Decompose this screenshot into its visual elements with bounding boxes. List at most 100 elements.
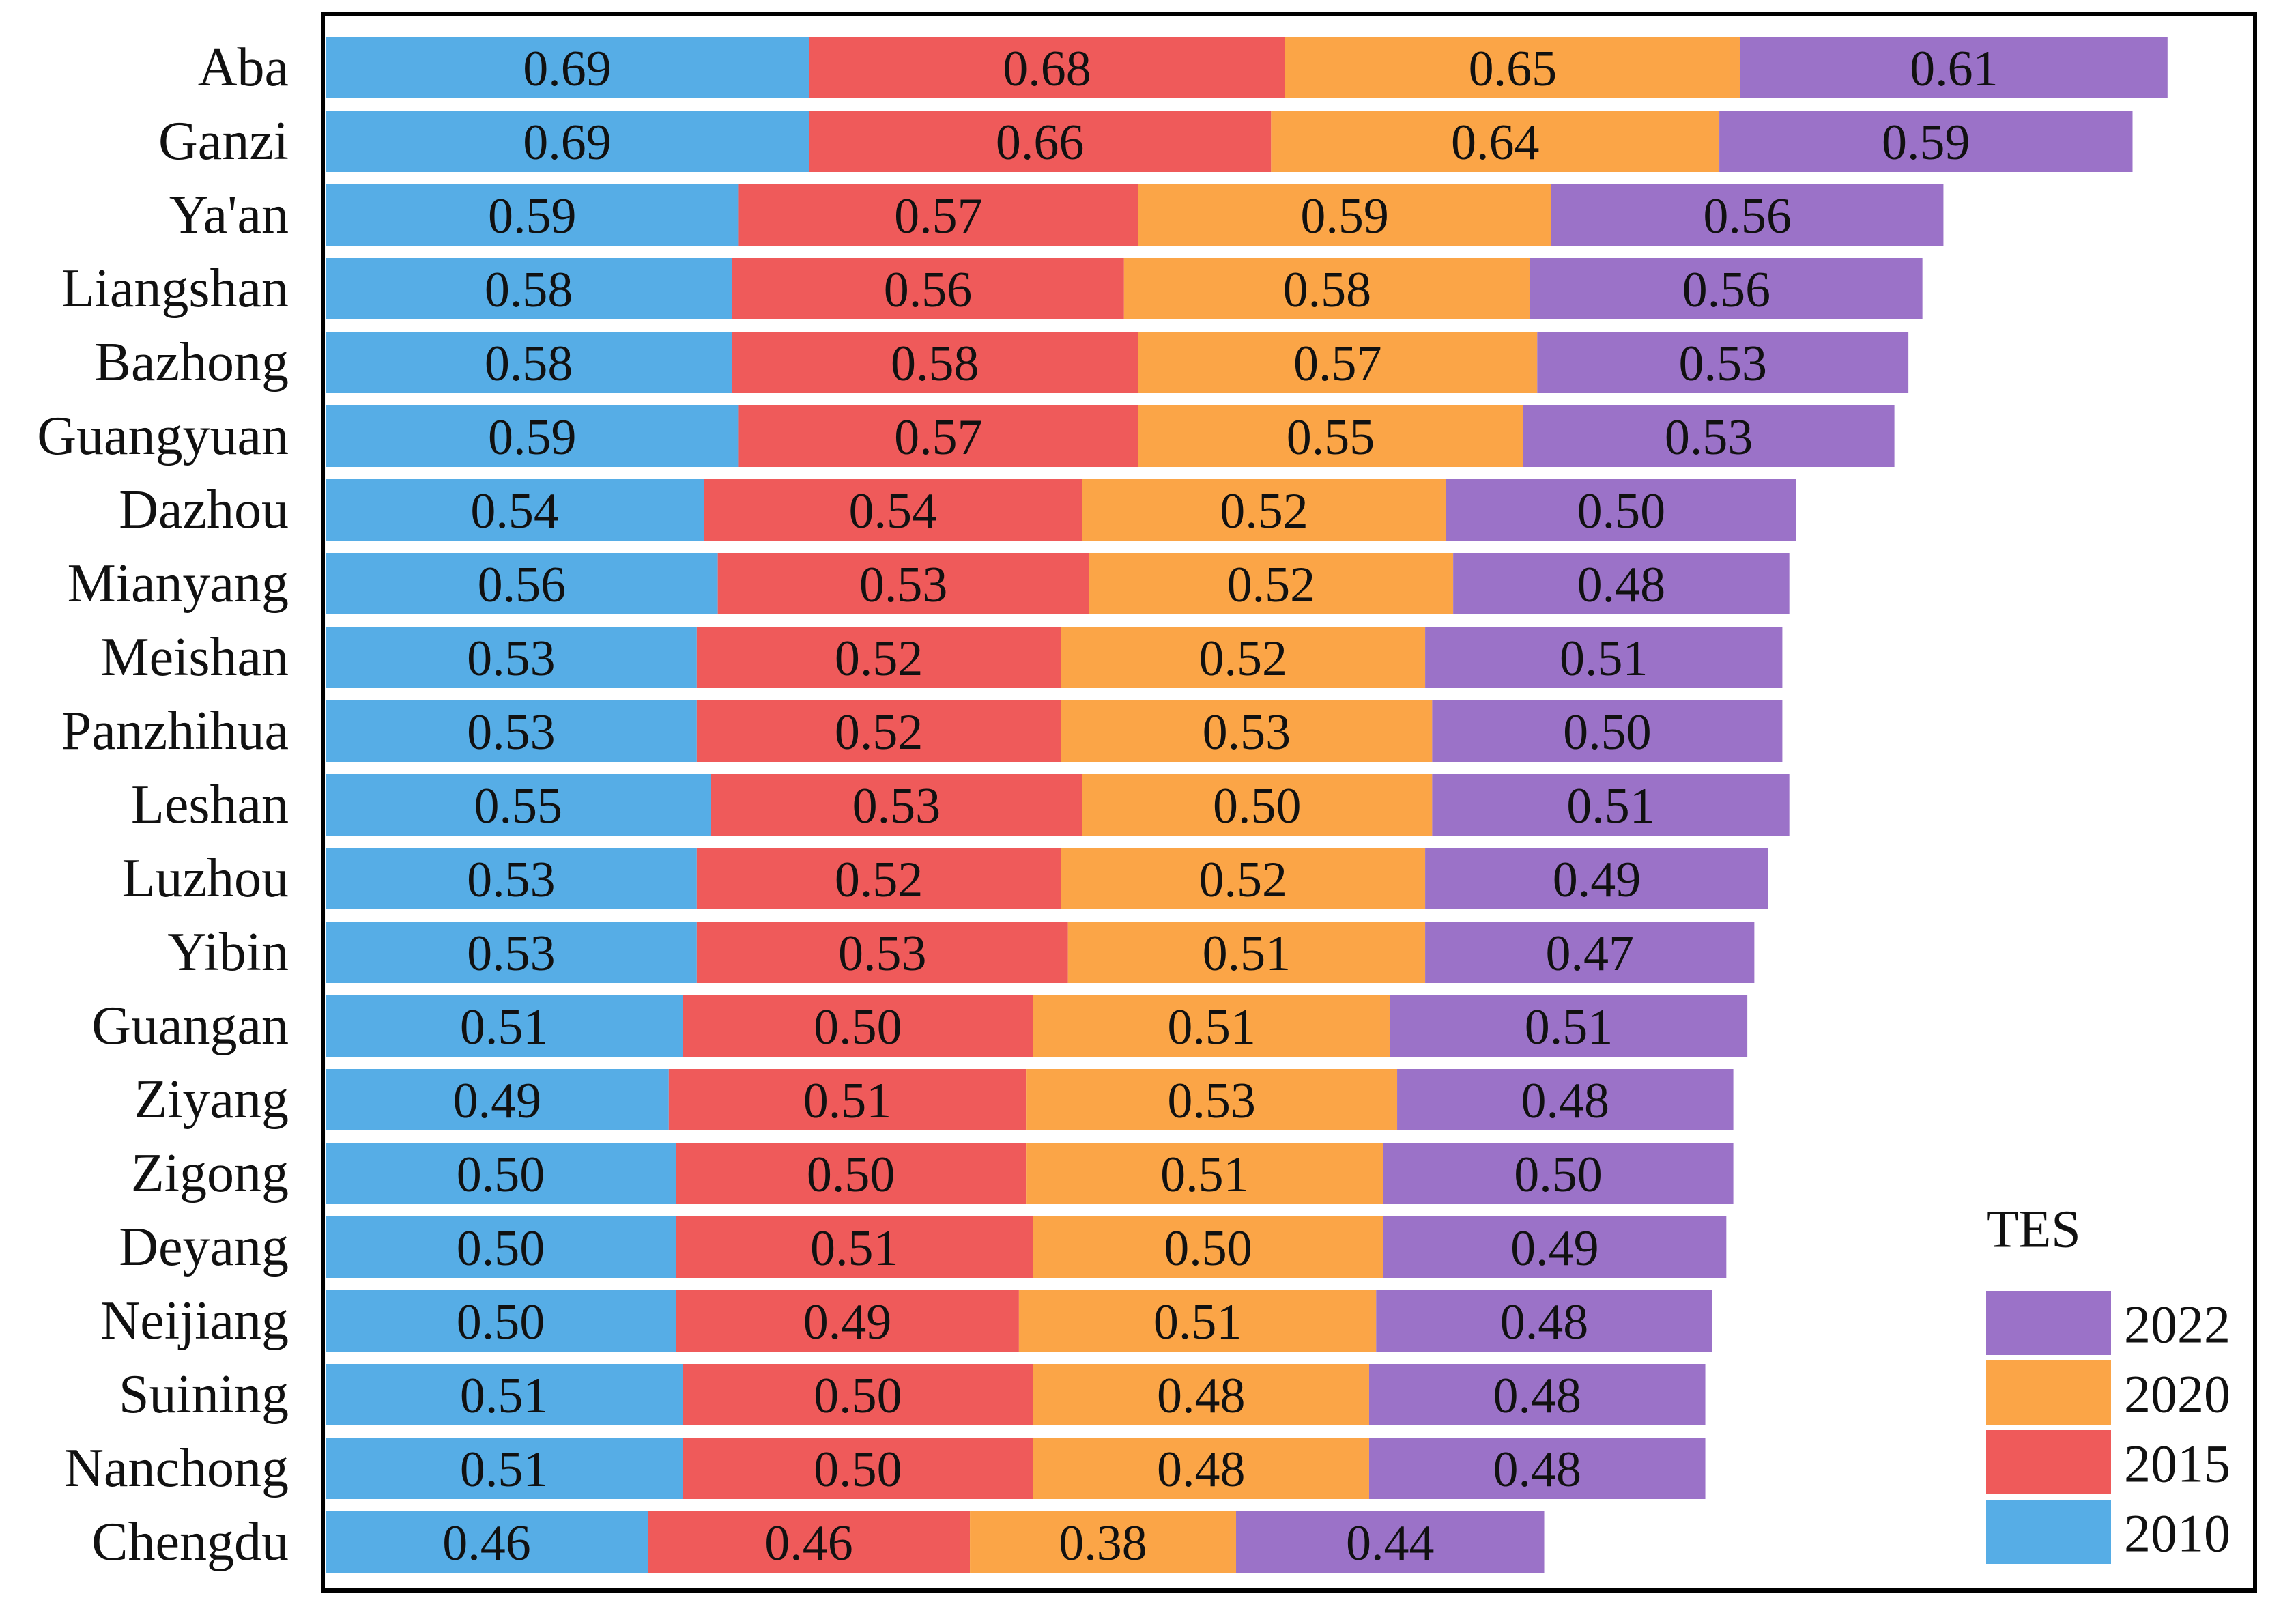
bar-segment: [1453, 553, 1790, 614]
data-label: 0.57: [1293, 336, 1382, 392]
bar-segment: [1368, 1438, 1706, 1499]
data-label: 0.50: [1164, 1221, 1252, 1277]
bar-segment: [326, 1143, 676, 1204]
bar-segment: [1061, 700, 1433, 762]
category-label: Ganzi: [158, 111, 289, 171]
bar-segment: [732, 258, 1124, 319]
data-label: 0.53: [859, 557, 948, 613]
data-label: 0.56: [1682, 262, 1771, 318]
data-label: 0.50: [1213, 778, 1302, 834]
data-label: 0.52: [1199, 631, 1288, 687]
bar-segment: [326, 111, 809, 172]
data-label: 0.51: [460, 1442, 549, 1498]
data-label: 0.47: [1545, 926, 1634, 982]
data-label: 0.55: [1287, 410, 1375, 466]
category-label: Leshan: [131, 775, 289, 835]
data-label: 0.51: [460, 999, 549, 1055]
data-label: 0.53: [1167, 1073, 1256, 1129]
bar-segment: [326, 37, 809, 98]
bar-segment: [1390, 995, 1748, 1057]
category-label: Mianyang: [68, 554, 289, 614]
data-label: 0.48: [1493, 1368, 1582, 1424]
data-label: 0.53: [1203, 704, 1291, 760]
bar-segment: [738, 405, 1138, 467]
data-label: 0.51: [1525, 999, 1613, 1055]
data-label: 0.51: [1566, 778, 1655, 834]
bar-segment: [648, 1511, 971, 1573]
data-label: 0.50: [807, 1147, 895, 1203]
bar-segment: [809, 37, 1285, 98]
category-label: Zigong: [131, 1143, 289, 1203]
data-label: 0.57: [894, 410, 983, 466]
category-label: Liangshan: [61, 259, 289, 319]
legend-swatch: [1986, 1360, 2111, 1425]
data-label: 0.69: [523, 41, 612, 97]
bar-segment: [1082, 774, 1433, 836]
bar-segment: [1383, 1216, 1727, 1278]
bar-segment: [326, 1216, 676, 1278]
data-label: 0.59: [488, 410, 577, 466]
bar-segment: [1018, 1290, 1377, 1352]
data-label: 0.56: [1703, 188, 1792, 244]
bar-segment: [809, 111, 1272, 172]
bar-segment: [1383, 1143, 1734, 1204]
data-label: 0.48: [1521, 1073, 1610, 1129]
bar-segment: [326, 774, 711, 836]
bar-segment: [1061, 848, 1426, 909]
data-label: 0.38: [1059, 1515, 1147, 1571]
bar-segment: [1236, 1511, 1545, 1573]
data-label: 0.51: [1203, 926, 1291, 982]
data-label: 0.48: [1493, 1442, 1582, 1498]
bar-segment: [1523, 405, 1895, 467]
bar-segment: [1067, 922, 1426, 983]
bar-segment: [704, 479, 1082, 541]
data-label: 0.49: [1553, 852, 1641, 908]
data-label: 0.51: [803, 1073, 892, 1129]
category-label: Suining: [119, 1365, 289, 1425]
bar-segment: [1138, 332, 1538, 393]
bar-segment: [1368, 1364, 1706, 1425]
data-label: 0.59: [488, 188, 577, 244]
data-label: 0.51: [1560, 631, 1648, 687]
data-label: 0.53: [852, 778, 941, 834]
bar-segment: [1033, 1438, 1369, 1499]
data-label: 0.57: [894, 188, 983, 244]
bar-segment: [1425, 627, 1783, 688]
bar-segment: [326, 553, 718, 614]
data-label: 0.51: [1160, 1147, 1249, 1203]
bar-segment: [970, 1511, 1237, 1573]
category-label: Dazhou: [119, 480, 289, 540]
bar-segment: [738, 184, 1138, 246]
bar-segment: [683, 1364, 1033, 1425]
bar-segment: [1033, 1364, 1369, 1425]
bar-segment: [683, 1438, 1033, 1499]
data-label: 0.50: [457, 1147, 545, 1203]
bar-segment: [1033, 1216, 1383, 1278]
legend-label: 2020: [2124, 1365, 2230, 1424]
legend-label: 2022: [2124, 1295, 2230, 1354]
category-label: Ya'an: [169, 185, 289, 245]
data-label: 0.68: [1003, 41, 1091, 97]
data-label: 0.51: [810, 1221, 899, 1277]
bar-segment: [326, 258, 732, 319]
category-label: Neijiang: [101, 1291, 289, 1351]
data-label: 0.69: [523, 115, 612, 171]
bar-segment: [683, 995, 1033, 1057]
category-label: Meishan: [100, 627, 289, 687]
category-label: Bazhong: [95, 332, 289, 393]
bar-segment: [1551, 184, 1944, 246]
bar-segment: [676, 1290, 1019, 1352]
bar-segment: [1397, 1069, 1734, 1130]
data-label: 0.66: [996, 115, 1085, 171]
bar-segment: [696, 848, 1061, 909]
legend-swatch: [1986, 1291, 2111, 1355]
category-label: Panzhihua: [61, 701, 289, 761]
bar-segment: [732, 332, 1138, 393]
data-label: 0.54: [848, 483, 937, 539]
data-label: 0.49: [803, 1294, 892, 1350]
data-label: 0.49: [453, 1073, 542, 1129]
bar-segment: [326, 848, 697, 909]
category-label: Nanchong: [64, 1438, 289, 1498]
bar-segment: [1123, 258, 1530, 319]
